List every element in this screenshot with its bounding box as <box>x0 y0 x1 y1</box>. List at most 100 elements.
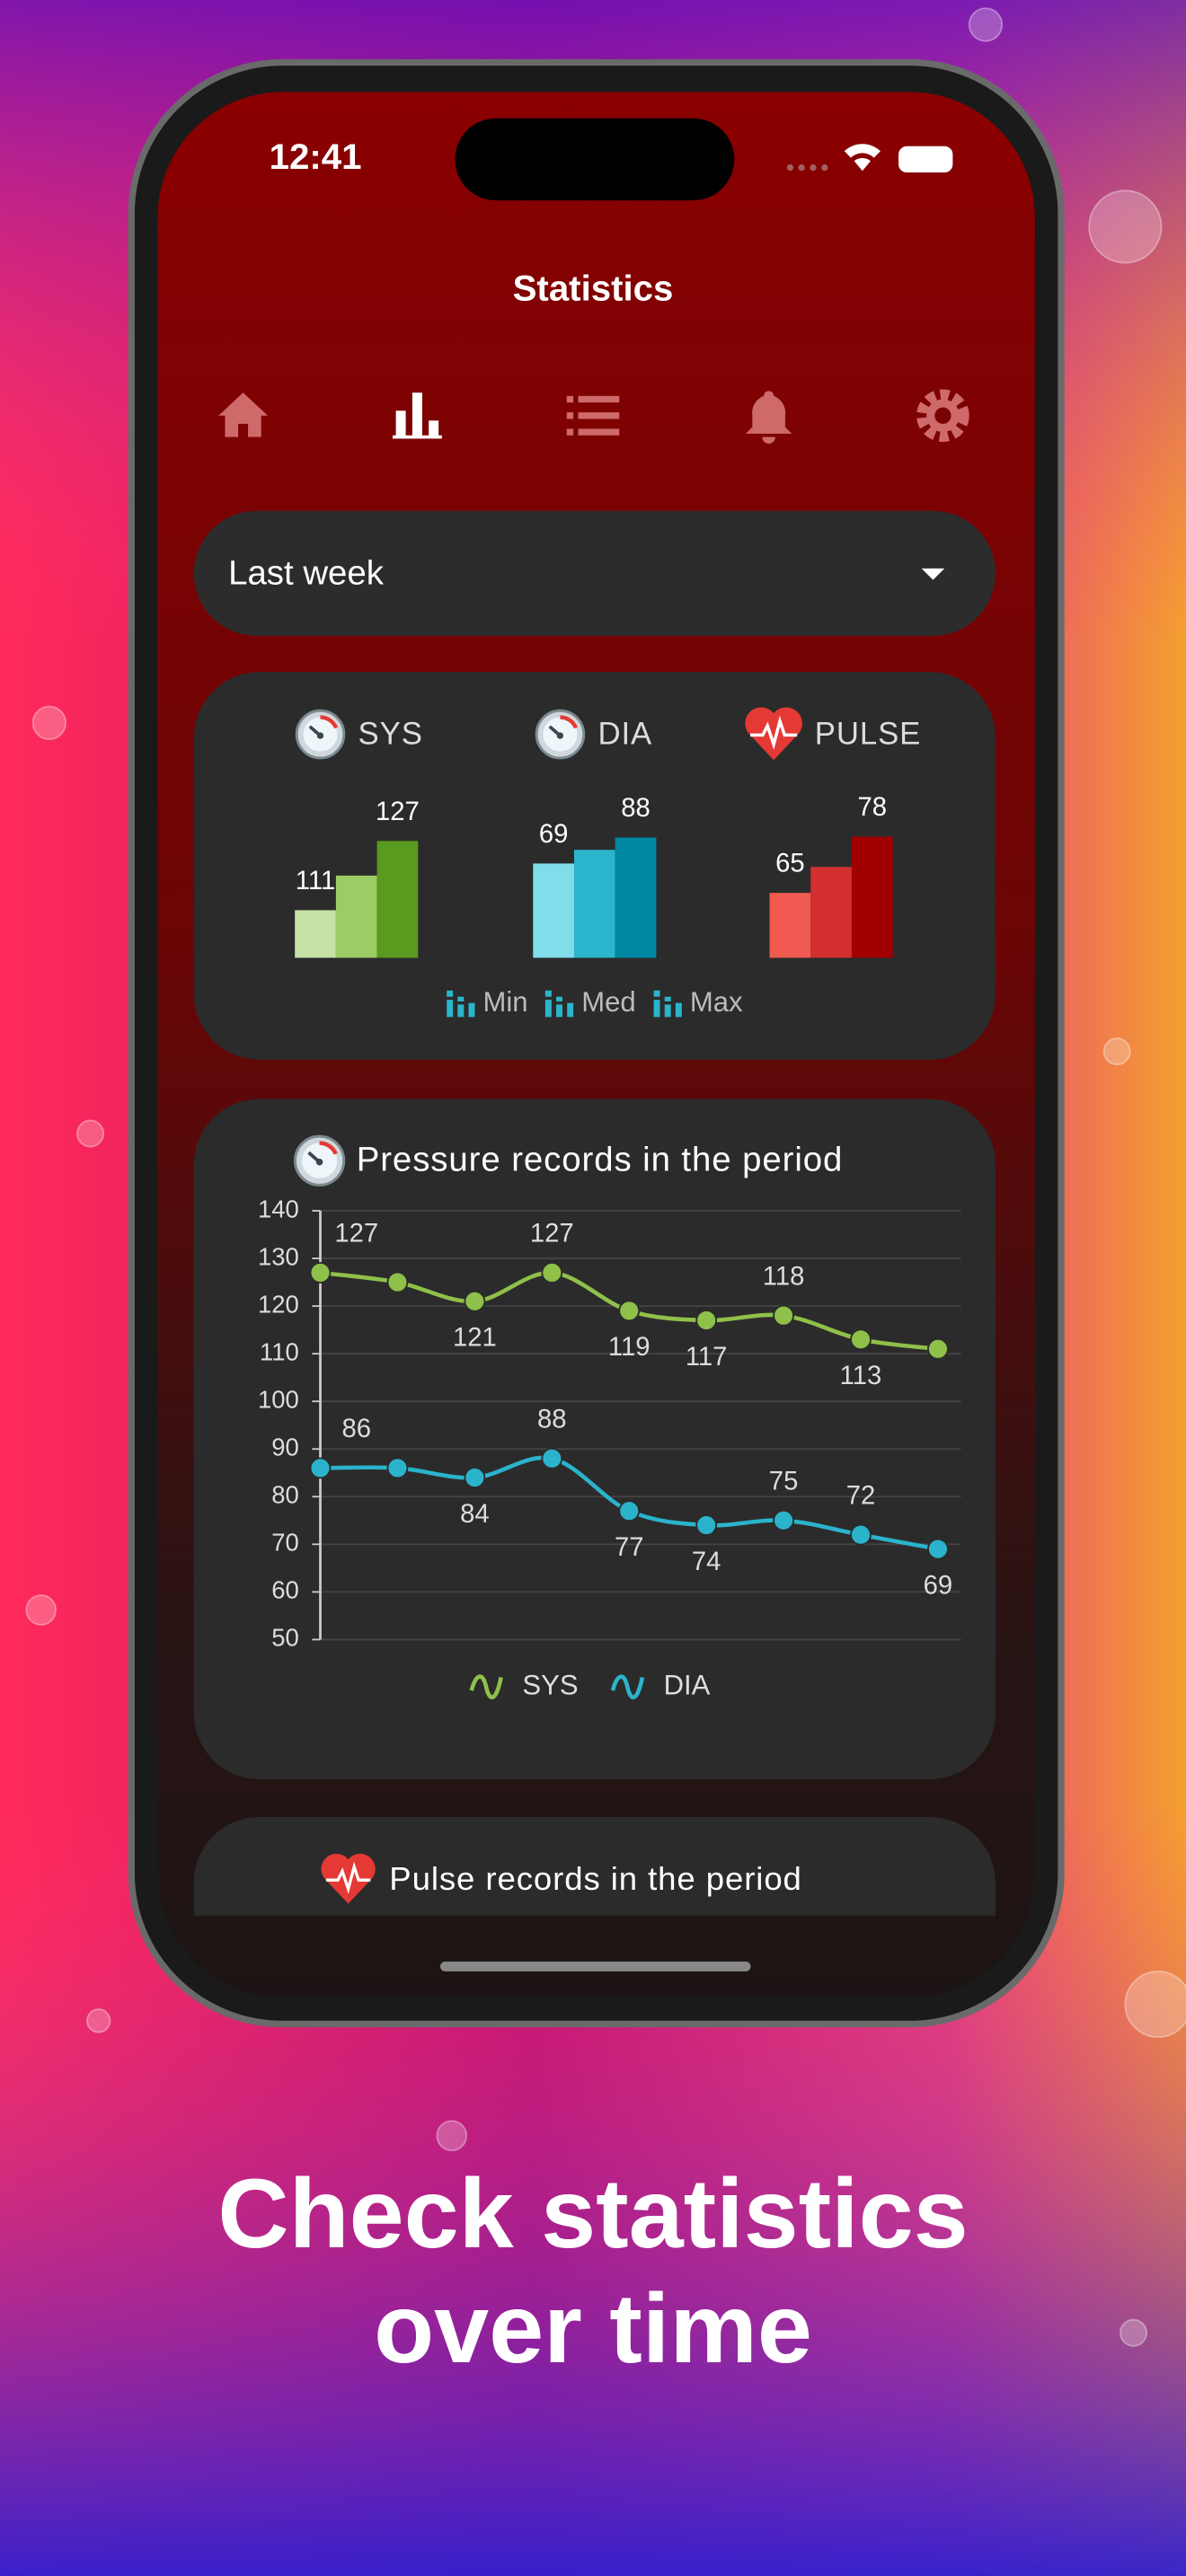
bar <box>769 893 811 958</box>
summary-chart: SYS 111 127 DIA 69 88 PULSE 65 78 Min Med Max <box>295 718 921 1018</box>
data-label: 119 <box>608 1333 651 1362</box>
group-name: DIA <box>597 718 652 752</box>
pressure-icon <box>295 1136 343 1185</box>
pulse-card: Pulse records in the period <box>193 1816 996 1916</box>
tab-settings[interactable] <box>916 389 969 443</box>
data-label: 69 <box>924 1571 953 1600</box>
bar <box>810 867 852 958</box>
dropdown-arrow <box>921 568 945 580</box>
data-point <box>773 1509 794 1531</box>
data-point <box>541 1262 563 1284</box>
y-tick-label: 110 <box>260 1337 299 1365</box>
bar-value-label: 69 <box>539 820 569 849</box>
data-label: 74 <box>692 1548 721 1576</box>
screen-title: Statistics <box>513 268 674 308</box>
status-icons <box>786 144 953 173</box>
data-point <box>773 1304 794 1327</box>
bar-value-label: 78 <box>858 793 888 822</box>
y-tick-label: 80 <box>271 1481 299 1509</box>
caption-line: Check statistics <box>217 2159 968 2269</box>
tab-statistics[interactable] <box>392 393 442 439</box>
data-point <box>618 1500 641 1522</box>
group-name: SYS <box>358 718 423 752</box>
data-label: 72 <box>846 1481 876 1510</box>
chart-title: Pressure records in the period <box>357 1140 844 1178</box>
bar <box>573 850 615 958</box>
data-label: 127 <box>334 1220 378 1248</box>
tab-bar <box>218 389 969 444</box>
legend-icon <box>469 1674 503 1699</box>
period-dropdown[interactable] <box>193 510 996 636</box>
pulse-card-bg <box>193 1816 996 1916</box>
wifi-icon <box>844 144 881 172</box>
bar <box>376 841 419 958</box>
data-point <box>464 1467 486 1488</box>
data-point <box>541 1447 563 1469</box>
legend-label: Max <box>690 986 743 1018</box>
bar <box>295 910 336 958</box>
data-point <box>386 1457 409 1479</box>
bar <box>533 863 574 958</box>
data-label: 77 <box>615 1533 644 1562</box>
legend-label: DIA <box>664 1670 711 1701</box>
data-label: 84 <box>460 1500 490 1529</box>
data-point <box>464 1290 486 1312</box>
legend-icon <box>610 1674 645 1699</box>
y-tick-label: 60 <box>271 1576 299 1604</box>
data-point <box>927 1337 949 1360</box>
data-point <box>850 1523 872 1546</box>
data-point <box>386 1271 409 1293</box>
bar-value-label: 88 <box>621 794 651 823</box>
y-tick-label: 130 <box>258 1242 299 1270</box>
pulse-card-title: Pulse records in the period <box>389 1860 802 1897</box>
bar <box>335 875 377 958</box>
data-point <box>850 1328 872 1351</box>
data-label: 118 <box>763 1262 805 1291</box>
legend-label: Med <box>581 986 635 1018</box>
data-label: 121 <box>453 1324 497 1353</box>
group-name: PULSE <box>815 718 921 752</box>
bar-value-label: 65 <box>775 850 805 878</box>
data-label: 75 <box>769 1467 799 1495</box>
bar <box>851 836 893 958</box>
data-point <box>309 1262 332 1284</box>
data-point <box>309 1457 332 1479</box>
legend-label: Min <box>483 986 528 1018</box>
home-indicator <box>439 1961 751 1972</box>
data-label: 88 <box>537 1406 567 1434</box>
bar <box>615 837 657 958</box>
data-point <box>695 1310 718 1331</box>
caption-line: over time <box>374 2274 812 2384</box>
y-tick-label: 140 <box>258 1195 299 1222</box>
legend-label: SYS <box>522 1670 578 1701</box>
data-point <box>618 1300 641 1322</box>
bubbles <box>25 7 1186 2347</box>
y-tick-label: 70 <box>271 1529 299 1557</box>
app-screen: 12:41 Statistics Last week SYS 111 127 DIA 6… <box>193 118 996 1972</box>
tab-records[interactable] <box>566 395 620 436</box>
pressure-card <box>193 1098 996 1779</box>
data-label: 113 <box>840 1362 882 1390</box>
y-tick-label: 100 <box>258 1385 299 1413</box>
tab-reminders[interactable] <box>746 391 792 444</box>
y-tick-label: 50 <box>271 1624 299 1652</box>
data-label: 127 <box>530 1220 574 1248</box>
period-value: Last week <box>228 553 385 592</box>
data-label: 86 <box>341 1415 371 1443</box>
dynamic-island <box>455 118 735 201</box>
tab-home[interactable] <box>218 393 269 437</box>
dia-icon <box>536 710 584 758</box>
pressure-chart: Pressure records in the period 50 60 70 80 90… <box>258 1140 961 1701</box>
y-tick-label: 120 <box>258 1290 299 1318</box>
y-tick-label: 90 <box>271 1433 299 1460</box>
status-time: 12:41 <box>270 137 362 177</box>
battery-icon <box>898 146 953 173</box>
bar-value-label: 127 <box>376 798 420 826</box>
bar-value-label: 111 <box>296 867 335 895</box>
data-label: 117 <box>686 1343 728 1372</box>
data-point <box>927 1538 949 1560</box>
data-point <box>695 1514 718 1537</box>
sys-icon <box>296 710 344 758</box>
